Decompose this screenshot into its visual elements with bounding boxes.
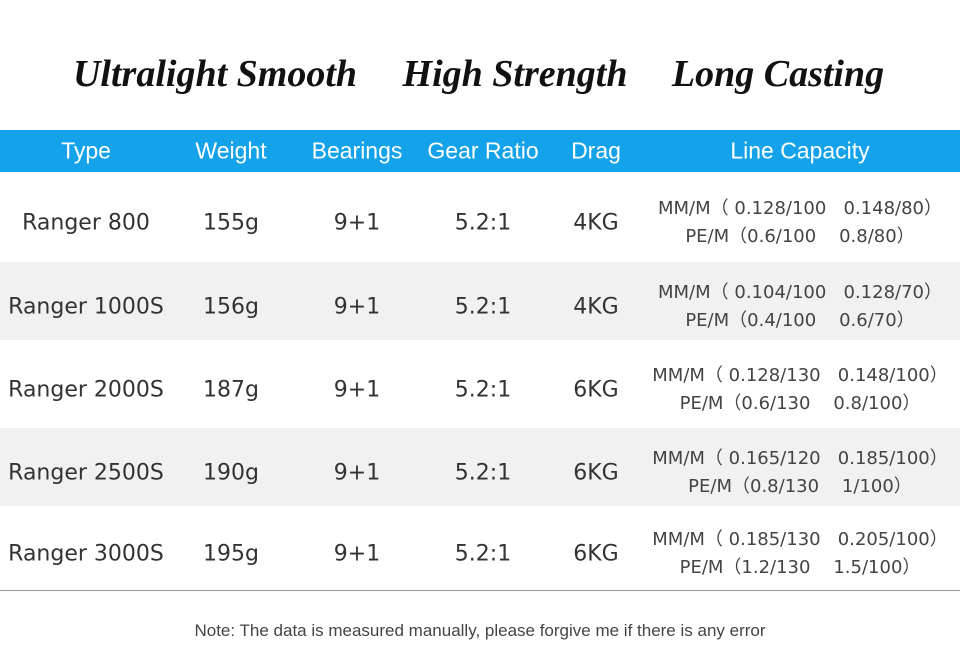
line-capacity-mm: MM/M（ 0.165/120 0.185/100） bbox=[652, 448, 948, 469]
table-cell: 5.2:1 bbox=[454, 210, 512, 236]
table-cell: 156g bbox=[203, 294, 259, 320]
table-cell: Ranger 1000S bbox=[8, 294, 164, 320]
feature-title: High Strength bbox=[402, 53, 628, 95]
table-cell: 9+1 bbox=[333, 460, 381, 486]
line-capacity-pe: PE/M（0.6/130 0.8/100） bbox=[679, 393, 921, 414]
table-cell: 4KG bbox=[573, 294, 619, 320]
table-row: Ranger 2500S 190g 9+1 5.2:1 6KG MM/M（ 0.165/1… bbox=[0, 428, 960, 506]
table-cell: 187g bbox=[203, 377, 259, 403]
table-cell: Ranger 2000S bbox=[8, 377, 164, 403]
table-cell: 9+1 bbox=[333, 210, 381, 236]
line-capacity-mm: MM/M（ 0.185/130 0.205/100） bbox=[652, 529, 948, 550]
table-cell: 9+1 bbox=[333, 377, 381, 403]
column-header: Gear Ratio bbox=[427, 137, 539, 164]
table-cell: 6KG bbox=[573, 460, 619, 486]
footnote: Note: The data is measured manually, ple… bbox=[194, 621, 766, 640]
table-cell: 9+1 bbox=[333, 541, 381, 567]
table-row: Ranger 1000S 156g 9+1 5.2:1 4KG MM/M（ 0.104/1… bbox=[0, 262, 960, 340]
column-header: Weight bbox=[195, 137, 267, 164]
line-capacity-pe: PE/M（1.2/130 1.5/100） bbox=[679, 557, 921, 578]
column-header: Type bbox=[61, 137, 111, 164]
table-row: Ranger 2000S 187g 9+1 5.2:1 6KG MM/M（ 0.128/1… bbox=[0, 340, 960, 428]
column-header: Line Capacity bbox=[730, 137, 870, 164]
line-capacity-pe: PE/M（0.6/100 0.8/80） bbox=[685, 226, 915, 247]
table-cell: 6KG bbox=[573, 377, 619, 403]
line-capacity-mm: MM/M（ 0.128/100 0.148/80） bbox=[658, 198, 942, 219]
table-cell: 195g bbox=[203, 541, 259, 567]
divider bbox=[0, 590, 960, 591]
table-cell: Ranger 3000S bbox=[8, 541, 164, 567]
line-capacity-pe: PE/M（0.4/100 0.6/70） bbox=[685, 310, 915, 331]
column-header: Drag bbox=[571, 137, 621, 164]
table-cell: Ranger 2500S bbox=[8, 460, 164, 486]
table-row: Ranger 3000S 195g 9+1 5.2:1 6KG MM/M（ 0.185/1… bbox=[0, 506, 960, 590]
feature-title: Long Casting bbox=[671, 53, 885, 95]
table-cell: Ranger 800 bbox=[22, 210, 150, 236]
table-cell: 4KG bbox=[573, 210, 619, 236]
table-cell: 5.2:1 bbox=[454, 460, 512, 486]
header-bar bbox=[0, 130, 960, 172]
table-cell: 6KG bbox=[573, 541, 619, 567]
table-cell: 9+1 bbox=[333, 294, 381, 320]
table-cell: 190g bbox=[203, 460, 259, 486]
table-cell: 155g bbox=[203, 210, 259, 236]
line-capacity-mm: MM/M（ 0.104/100 0.128/70） bbox=[658, 282, 942, 303]
line-capacity-mm: MM/M（ 0.128/130 0.148/100） bbox=[652, 365, 948, 386]
table-cell: 5.2:1 bbox=[454, 377, 512, 403]
table-cell: 5.2:1 bbox=[454, 294, 512, 320]
column-header: Bearings bbox=[311, 137, 403, 164]
table-row: Ranger 800 155g 9+1 5.2:1 4KG MM/M（ 0.128/100… bbox=[0, 172, 960, 262]
feature-title: Ultralight Smooth bbox=[72, 53, 358, 95]
table-cell: 5.2:1 bbox=[454, 541, 512, 567]
line-capacity-pe: PE/M（0.8/130 1/100） bbox=[688, 476, 912, 497]
